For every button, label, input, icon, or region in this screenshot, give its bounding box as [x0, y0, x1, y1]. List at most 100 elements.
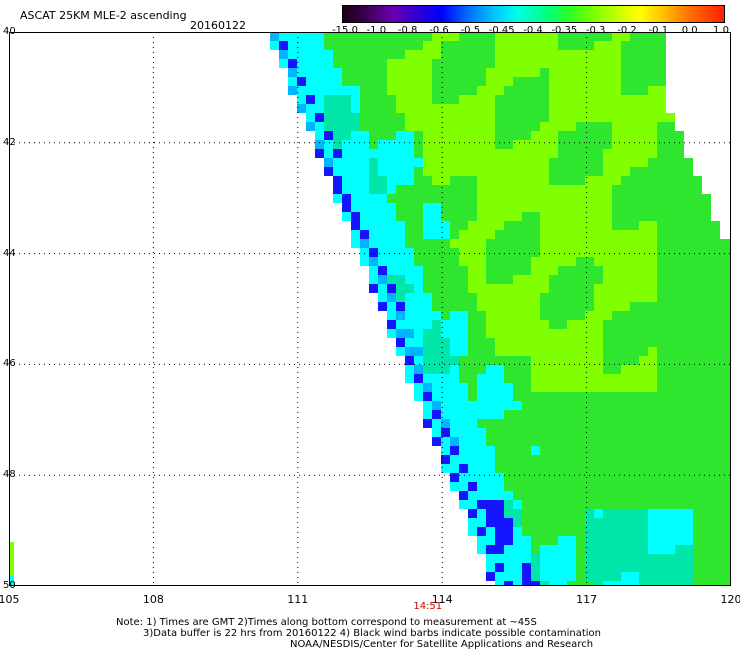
swath-cell — [495, 230, 504, 239]
swath-cell — [441, 194, 450, 203]
swath-cell — [414, 284, 423, 293]
swath-cell — [621, 518, 630, 527]
swath-cell — [405, 320, 414, 329]
swath-cell — [441, 230, 450, 239]
swath-cell — [531, 428, 540, 437]
swath-cell — [648, 527, 657, 536]
swath-cell — [585, 212, 594, 221]
swath-cell — [567, 392, 576, 401]
swath-cell — [477, 41, 486, 50]
swath-cell — [621, 536, 630, 545]
swath-cell — [540, 68, 549, 77]
swath-cell — [576, 104, 585, 113]
swath-cell — [495, 392, 504, 401]
swath-cell — [540, 185, 549, 194]
swath-cell — [711, 275, 720, 284]
swath-cell — [558, 374, 567, 383]
swath-cell — [522, 167, 531, 176]
swath-cell — [558, 329, 567, 338]
swath-cell — [567, 437, 576, 446]
swath-cell — [621, 185, 630, 194]
swath-cell — [666, 437, 675, 446]
swath-cell — [468, 428, 477, 437]
swath-cell — [468, 86, 477, 95]
swath-cell — [585, 392, 594, 401]
swath-cell — [603, 284, 612, 293]
swath-cell — [567, 230, 576, 239]
swath-cell — [657, 347, 666, 356]
swath-cell — [603, 527, 612, 536]
swath-cell — [540, 374, 549, 383]
swath-cell — [549, 374, 558, 383]
swath-cell — [648, 239, 657, 248]
swath-cell — [396, 284, 405, 293]
swath-cell — [405, 356, 414, 365]
swath-cell — [405, 329, 414, 338]
swath-cell — [567, 545, 576, 554]
swath-cell — [513, 419, 522, 428]
swath-cell — [657, 221, 666, 230]
swath-cell — [621, 95, 630, 104]
swath-cell — [684, 500, 693, 509]
swath-cell — [513, 59, 522, 68]
swath-cell — [432, 365, 441, 374]
swath-cell — [504, 68, 513, 77]
swath-cell — [603, 437, 612, 446]
swath-cell — [684, 203, 693, 212]
swath-cell — [639, 221, 648, 230]
swath-cell — [459, 239, 468, 248]
swath-cell — [648, 581, 657, 586]
swath-cell — [675, 338, 684, 347]
swath-cell — [675, 221, 684, 230]
swath-cell — [378, 302, 387, 311]
swath-cell — [585, 581, 594, 586]
swath-cell — [603, 320, 612, 329]
swath-cell — [450, 383, 459, 392]
swath-cell — [612, 365, 621, 374]
swath-cell — [504, 194, 513, 203]
swath-cell — [567, 419, 576, 428]
swath-cell — [585, 347, 594, 356]
swath-cell — [405, 95, 414, 104]
swath-cell — [504, 455, 513, 464]
swath-cell — [522, 131, 531, 140]
swath-cell — [594, 203, 603, 212]
swath-cell — [531, 95, 540, 104]
swath-cell — [657, 203, 666, 212]
swath-cell — [639, 185, 648, 194]
swath-cell — [702, 203, 711, 212]
swath-cell — [585, 500, 594, 509]
swath-cell — [549, 563, 558, 572]
swath-cell — [594, 248, 603, 257]
swath-cell — [504, 230, 513, 239]
swath-cell — [576, 257, 585, 266]
swath-cell — [612, 95, 621, 104]
swath-cell — [504, 113, 513, 122]
swath-cell — [540, 302, 549, 311]
swath-cell — [693, 527, 702, 536]
swath-cell — [585, 203, 594, 212]
swath-cell — [414, 158, 423, 167]
swath-cell — [621, 140, 630, 149]
swath-cell — [477, 329, 486, 338]
colorbar-tick-label: -0.6 — [429, 25, 449, 36]
swath-cell — [558, 230, 567, 239]
swath-cell — [396, 293, 405, 302]
colorbar-tick-label: -0.2 — [617, 25, 637, 36]
swath-cell — [531, 59, 540, 68]
swath-cell — [513, 194, 522, 203]
swath-cell — [540, 347, 549, 356]
swath-cell — [486, 536, 495, 545]
swath-cell — [513, 158, 522, 167]
swath-cell — [630, 59, 639, 68]
swath-cell — [531, 446, 540, 455]
swath-cell — [441, 419, 450, 428]
swath-cell — [513, 374, 522, 383]
swath-cell — [405, 86, 414, 95]
swath-cell — [405, 221, 414, 230]
swath-cell — [504, 419, 513, 428]
swath-cell — [405, 203, 414, 212]
swath-cell — [549, 500, 558, 509]
swath-cell — [369, 95, 378, 104]
swath-cell — [387, 293, 396, 302]
